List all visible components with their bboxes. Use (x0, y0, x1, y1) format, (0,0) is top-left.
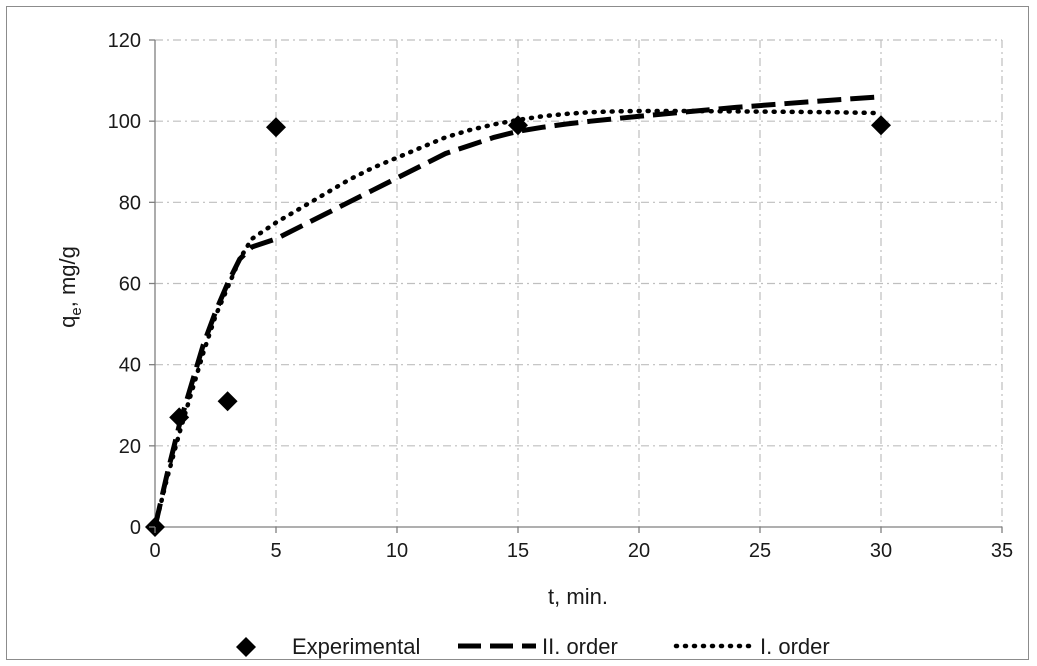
data-point-experimental (508, 115, 528, 136)
legend-item-second-order: II. order (458, 634, 618, 659)
y-tick-label: 80 (119, 192, 141, 214)
data-point-experimental (266, 117, 286, 138)
x-tick-label: 25 (749, 540, 771, 562)
y-tick-label: 120 (108, 30, 141, 52)
series-line-i-order (152, 108, 884, 530)
y-tick-label: 60 (119, 274, 141, 296)
legend-label-second-order: II. order (542, 634, 618, 659)
legend-item-first-order: I. order (673, 634, 830, 659)
x-tick-label: 5 (270, 540, 281, 562)
x-tick-label: 15 (507, 540, 529, 562)
data-point-experimental (169, 407, 190, 428)
legend-item-experimental: Experimental (236, 634, 420, 659)
data-point-experimental (217, 391, 238, 412)
y-tick-label: 20 (119, 436, 141, 458)
legend: Experimental II. order I. order (236, 634, 830, 659)
legend-marker-diamond-icon (236, 637, 256, 657)
legend-label-experimental: Experimental (292, 634, 420, 659)
y-axis-title: qe, mg/g (55, 246, 85, 328)
legend-label-first-order: I. order (760, 634, 830, 659)
y-tick-label: 100 (108, 111, 141, 133)
x-tick-label: 0 (149, 540, 160, 562)
y-tick-label: 0 (130, 517, 141, 539)
x-axis-title: t, min. (548, 584, 608, 609)
data-point-experimental (871, 115, 891, 136)
x-tick-label: 35 (991, 540, 1013, 562)
y-axis-title-subscript: e (68, 307, 85, 315)
y-tick-label: 40 (119, 355, 141, 377)
x-tick-label: 20 (628, 540, 650, 562)
x-tick-label: 30 (870, 540, 892, 562)
x-tick-label: 10 (386, 540, 408, 562)
